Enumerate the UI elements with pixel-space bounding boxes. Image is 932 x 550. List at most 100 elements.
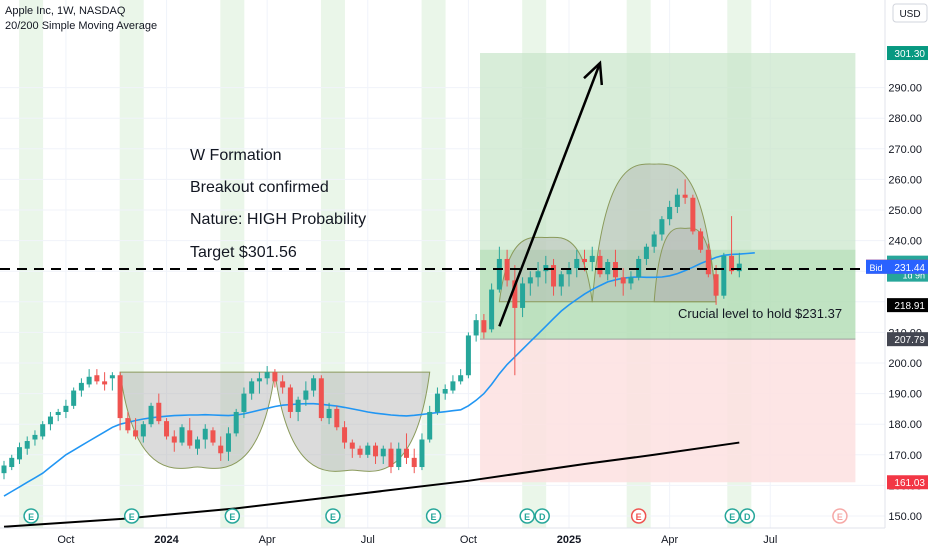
candle: [450, 375, 456, 394]
candle: [179, 424, 185, 446]
candle: [403, 433, 409, 464]
candle-body: [442, 389, 448, 394]
price-tag-text: Bid: [869, 263, 882, 273]
candle: [373, 442, 379, 464]
candle-body: [690, 197, 696, 232]
candle-body: [643, 246, 649, 259]
candle: [411, 448, 417, 474]
candle: [489, 283, 495, 333]
annotation-breakout: Breakout confirmed: [190, 179, 329, 196]
candle-body: [63, 405, 69, 412]
candle-body: [380, 448, 386, 457]
candle-body: [597, 255, 603, 275]
candle: [63, 399, 69, 419]
candle-body: [32, 434, 38, 440]
candle: [357, 445, 363, 458]
time-tick-label: Apr: [661, 534, 678, 546]
candle: [504, 249, 510, 287]
candle-body: [264, 372, 270, 379]
candle-body: [133, 430, 139, 437]
candle: [195, 436, 200, 455]
candle: [342, 421, 348, 449]
price-label-entry: [887, 332, 928, 347]
candle: [682, 179, 688, 204]
candle-body: [667, 206, 673, 220]
annotation-nature: Nature: HIGH Probability: [190, 211, 367, 228]
candle: [365, 442, 371, 458]
candle: [434, 387, 440, 416]
earnings-marker-icon: E: [724, 508, 741, 524]
candle-body: [109, 375, 115, 379]
price-tick-label: 200.00: [888, 358, 922, 370]
candle-body: [233, 411, 239, 434]
candle: [117, 372, 123, 431]
candle-body: [241, 393, 247, 412]
candle-body: [427, 411, 433, 440]
price-label-bid: [887, 259, 928, 274]
price-tick-label: 150.00: [888, 511, 922, 523]
marker-circle: [123, 508, 140, 524]
candle-body: [117, 375, 123, 419]
earnings-marker-icon: E: [23, 508, 39, 524]
candle: [86, 369, 92, 388]
currency-button-frame: [892, 3, 928, 23]
symbol-title: Apple Inc, 1W, NASDAQ: [5, 5, 126, 17]
earnings-band: [119, 0, 144, 528]
candle: [256, 372, 262, 394]
price-label-text: 231.44: [894, 263, 925, 274]
candle-body: [365, 445, 371, 455]
candle: [326, 402, 332, 425]
earnings-marker-icon: E: [832, 508, 848, 524]
candle: [380, 445, 386, 464]
candle: [280, 375, 286, 394]
annotation-crucial-level: Crucial level to hold $231.37: [678, 306, 843, 321]
candle: [473, 314, 479, 342]
candle: [527, 271, 533, 296]
current-profit-zone: [480, 249, 856, 340]
candle: [125, 411, 131, 434]
price-label-text: 207.79: [894, 335, 925, 346]
candle-body: [411, 457, 417, 468]
profit-zone: [480, 53, 856, 340]
candle-body: [465, 335, 471, 376]
candle-body: [218, 445, 224, 454]
candle-body: [125, 418, 131, 431]
candle: [690, 194, 696, 235]
candle: [109, 372, 115, 391]
candle: [16, 442, 22, 464]
candle-body: [659, 219, 665, 235]
price-label-countdown: 1d 9h: [902, 271, 925, 281]
candle: [272, 369, 278, 388]
candle: [233, 408, 239, 437]
candle-body: [496, 258, 502, 290]
candle-body: [504, 258, 510, 281]
candle-body: [527, 277, 533, 284]
marker-circle: [325, 508, 341, 524]
candle: [698, 228, 704, 253]
candle-body: [148, 405, 154, 425]
candle: [102, 372, 108, 391]
price-tick-label: 290.00: [888, 83, 922, 95]
price-tick-label: 170.00: [888, 450, 922, 462]
currency-button-label: USD: [899, 9, 920, 20]
loss-zone: [480, 339, 856, 483]
candle: [148, 402, 154, 428]
candle-body: [171, 436, 177, 443]
candle: [729, 216, 735, 275]
candle: [1, 460, 7, 480]
marker-letter: E: [129, 512, 135, 522]
target-arrow-head: [583, 60, 604, 86]
currency-button[interactable]: USD: [892, 3, 928, 23]
marker-letter: E: [837, 512, 843, 522]
candle: [620, 268, 626, 296]
candle: [736, 252, 742, 278]
marker-circle: [534, 508, 550, 524]
price-tick-label: 190.00: [888, 389, 922, 401]
marker-circle: [724, 508, 741, 524]
candle-body: [373, 445, 379, 457]
candle-body: [458, 375, 464, 382]
candle-body: [396, 448, 402, 468]
candle: [721, 252, 727, 299]
